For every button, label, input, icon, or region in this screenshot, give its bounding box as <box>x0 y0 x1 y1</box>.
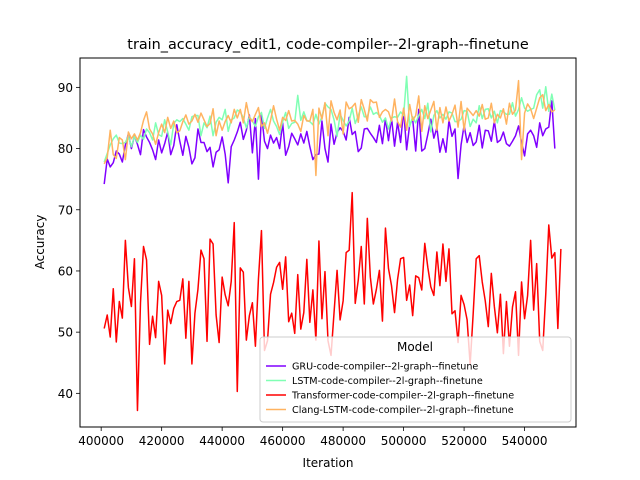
x-axis-label: Iteration <box>303 456 354 470</box>
series-line-2 <box>103 191 562 412</box>
y-axis-label: Accuracy <box>33 215 47 270</box>
x-tick-label-5: 500000 <box>381 434 427 448</box>
plot-frame <box>79 57 577 428</box>
y-tick-label-0: 40 <box>58 387 73 401</box>
y-tick-label-5: 90 <box>58 81 73 95</box>
x-tick-label-0: 400000 <box>78 434 124 448</box>
series-line-3 <box>103 79 556 177</box>
legend-entry-3: Clang-LSTM-code-compiler--2l-graph--fine… <box>292 405 514 416</box>
x-tick-label-7: 540000 <box>502 434 548 448</box>
legend-box <box>259 336 572 423</box>
y-tick-label-2: 60 <box>58 264 73 278</box>
plot-lines <box>103 75 562 412</box>
x-tick-label-4: 480000 <box>320 434 366 448</box>
legend: Model GRU-code-compiler--2l-graph--finet… <box>259 336 572 423</box>
x-tick-label-3: 460000 <box>260 434 306 448</box>
series-line-0 <box>103 100 556 185</box>
y-tick-label-3: 70 <box>58 203 73 217</box>
x-tick-label-2: 440000 <box>199 434 245 448</box>
series-line-1 <box>103 75 556 163</box>
legend-title: Model <box>397 340 433 354</box>
x-axis: 400000 420000 440000 460000 480000 500000 5200… <box>78 427 547 448</box>
x-tick-label-1: 420000 <box>139 434 185 448</box>
legend-entry-0: GRU-code-compiler--2l-graph--finetune <box>292 362 478 373</box>
legend-entry-1: LSTM-code-compiler--2l-graph--finetune <box>292 376 483 387</box>
legend-entry-2: Transformer-code-compiler--2l-graph--fin… <box>291 391 514 402</box>
chart-title: train_accuracy_edit1, code-compiler--2l-… <box>127 37 529 53</box>
y-axis: 40 50 60 70 80 90 <box>58 81 80 401</box>
y-tick-label-1: 50 <box>58 326 73 340</box>
y-tick-label-4: 80 <box>58 142 73 156</box>
x-tick-label-6: 520000 <box>441 434 487 448</box>
